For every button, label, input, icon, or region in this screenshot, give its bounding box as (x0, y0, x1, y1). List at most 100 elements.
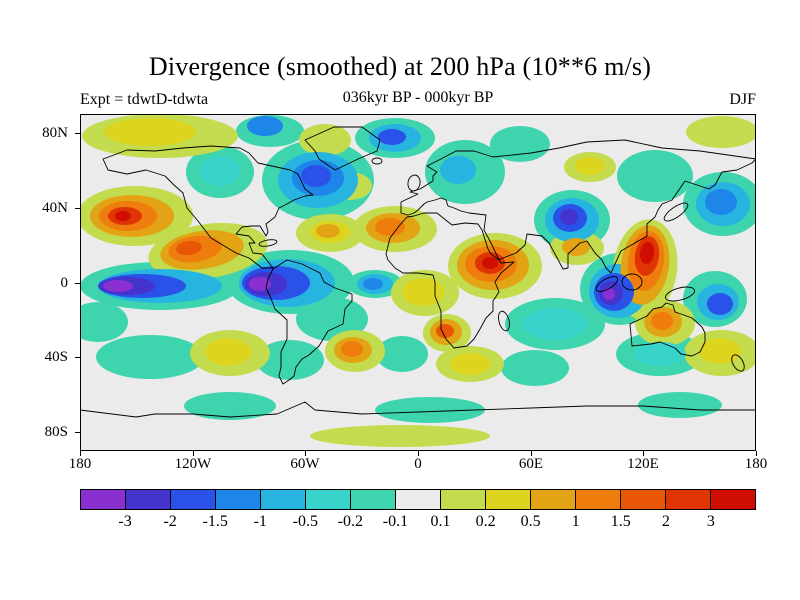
lat-tick-mark (75, 133, 80, 134)
colorbar-segment (351, 490, 396, 509)
anomaly-contour-blob (247, 116, 283, 136)
anomaly-contour-blob (363, 278, 383, 290)
colorbar-tick-label: -0.1 (382, 513, 409, 530)
lon-tick-label: 180 (68, 456, 92, 472)
anomaly-contour-blob (299, 124, 351, 156)
colorbar-tick-label: -3 (118, 513, 132, 530)
figure-title: Divergence (smoothed) at 200 hPa (10**6 … (148, 52, 652, 81)
experiment-label: Expt = tdwtD-tdwta (80, 91, 209, 108)
coastline (629, 302, 706, 357)
island-coastline (663, 202, 689, 222)
season-label: DJF (729, 91, 756, 108)
colorbar-segment (171, 490, 216, 509)
anomaly-contour-blob (402, 278, 444, 306)
lon-tick-label: 120E (627, 456, 659, 472)
lon-tick-mark (756, 451, 757, 456)
colorbar-segment (711, 490, 755, 509)
anomaly-contour-blob (707, 293, 733, 315)
anomaly-contour-blob (256, 340, 324, 380)
lon-tick-mark (531, 451, 532, 456)
anomaly-contour-blob (482, 257, 498, 269)
lon-tick-label: 0 (414, 456, 422, 472)
period-label: 036kyr BP - 000kyr BP (342, 89, 494, 106)
longitude-axis: 180 120W 60W 0 60E 120E 180 (69, 456, 768, 476)
anomaly-contour-blob (205, 338, 251, 366)
colorbar (80, 489, 756, 510)
anomaly-contour-blob (316, 224, 340, 238)
anomaly-contour-blob (115, 211, 131, 221)
colorbar-segment (126, 490, 171, 509)
lon-tick-mark (80, 451, 81, 456)
coastline (80, 401, 756, 418)
anomaly-contour-blob (103, 280, 133, 292)
anomaly-contour-blob (699, 338, 741, 364)
anomaly-contour-blob (436, 324, 454, 338)
colorbar-labels: -3 -2 -1.5 -1 -0.5 -0.2 -0.1 0.1 0.2 0.5 1 1.5 2 3 (80, 513, 756, 533)
colorbar-tick-label: 1 (571, 513, 580, 530)
anomaly-contour-blob (686, 116, 756, 148)
coastline (400, 139, 756, 274)
colorbar-tick-label: 3 (706, 513, 715, 530)
lon-tick-label: 60W (290, 456, 320, 472)
anomaly-contour-blob (376, 336, 428, 372)
lat-tick-label: 80S (44, 424, 68, 440)
anomaly-contour-blob (617, 150, 693, 202)
anomaly-contour-blob (80, 302, 128, 342)
anomaly-contour-blob (440, 156, 476, 184)
coastline (102, 145, 314, 269)
anomaly-contour-blob (560, 209, 578, 225)
lat-tick-mark (75, 283, 80, 284)
colorbar-segment (396, 490, 441, 509)
colorbar-tick-label: 1.5 (610, 513, 631, 530)
lat-tick-mark (75, 208, 80, 209)
island-coastline (621, 273, 643, 291)
lat-tick-label: 0 (60, 275, 69, 291)
island-coastline (664, 286, 696, 302)
colorbar-segment (576, 490, 621, 509)
anomaly-contour-blob (575, 157, 605, 175)
lon-tick-mark (643, 451, 644, 456)
island-coastline (595, 276, 619, 292)
anomaly-contour-blob (310, 425, 490, 447)
anomaly-contour-blob (501, 350, 569, 386)
island-coastline (731, 354, 745, 372)
lon-tick-mark (193, 451, 194, 456)
anomaly-contour-blob (375, 218, 405, 236)
map-frame (80, 114, 756, 451)
anomaly-contour-blob (523, 308, 587, 340)
anomaly-contour-blob (651, 312, 673, 330)
anomaly-contour-blob (104, 118, 196, 146)
colorbar-segment (486, 490, 531, 509)
lon-tick-label: 180 (744, 456, 768, 472)
colorbar-tick-label: 0.2 (475, 513, 496, 530)
coastline (385, 212, 515, 349)
lat-tick-label: 40N (42, 200, 68, 216)
colorbar-segment (621, 490, 666, 509)
anomaly-contour-blob (634, 342, 686, 366)
coastline (265, 259, 353, 385)
anomaly-contour-blob (200, 156, 240, 186)
lat-tick-label: 80N (42, 125, 68, 141)
colorbar-tick-label: -1 (253, 513, 267, 530)
colorbar-segment (531, 490, 576, 509)
anomaly-contour-blob (341, 341, 363, 357)
anomaly-contour-blob (375, 397, 485, 423)
anomaly-contour-blob (249, 277, 271, 291)
lon-tick-mark (418, 451, 419, 456)
anomaly-contour-blob (378, 129, 406, 145)
latitude-axis: 80N 40N 0 40S 80S (30, 114, 74, 451)
lat-tick-mark (75, 432, 80, 433)
lat-tick-label: 40S (44, 349, 68, 365)
anomaly-contour-blob (301, 165, 331, 187)
anomaly-contour-blob (490, 126, 550, 162)
colorbar-segment (441, 490, 486, 509)
island-coastline (258, 239, 278, 247)
island-coastline (498, 310, 510, 332)
colorbar-tick-label: 0.1 (430, 513, 451, 530)
map-panel (80, 114, 756, 451)
anomaly-contour-blob (184, 392, 276, 420)
colorbar-segment (306, 490, 351, 509)
coastline (304, 126, 381, 171)
anomaly-contour-blob (296, 297, 368, 341)
